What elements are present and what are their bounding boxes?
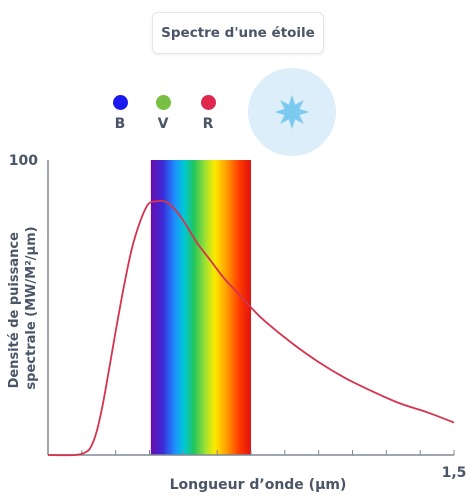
spectrum-curve (47, 200, 455, 457)
x-axis-label: Longueur d’onde (µm) (170, 477, 347, 493)
legend-item-b: B (105, 95, 135, 132)
legend-dot-v (155, 95, 171, 110)
y-axis-label-line-1: Densité de puissance (7, 232, 22, 388)
legend-item-v: V (148, 95, 178, 132)
y-axis-label-line-2: spectrale (MW/M²/µm) (24, 226, 39, 389)
legend-dot-r (200, 95, 216, 110)
legend-item-r: R (193, 95, 223, 132)
legend-label-r: R (202, 116, 214, 132)
legend-label-v: V (157, 116, 169, 132)
visible-spectrum-band (150, 160, 251, 455)
y-tick-label-top: 100 (9, 153, 38, 169)
legend-label-b: B (114, 116, 126, 132)
y-axis-label: Densité de puissance spectrale (MW/M²/µm… (7, 226, 39, 389)
x-tick-label-right: 1,5 (442, 465, 467, 481)
chart-title: Spectre d'une étoile (152, 12, 324, 54)
star-burst-icon (247, 67, 337, 157)
legend-dot-b (112, 95, 128, 110)
x-axis-ticks (81, 450, 455, 455)
